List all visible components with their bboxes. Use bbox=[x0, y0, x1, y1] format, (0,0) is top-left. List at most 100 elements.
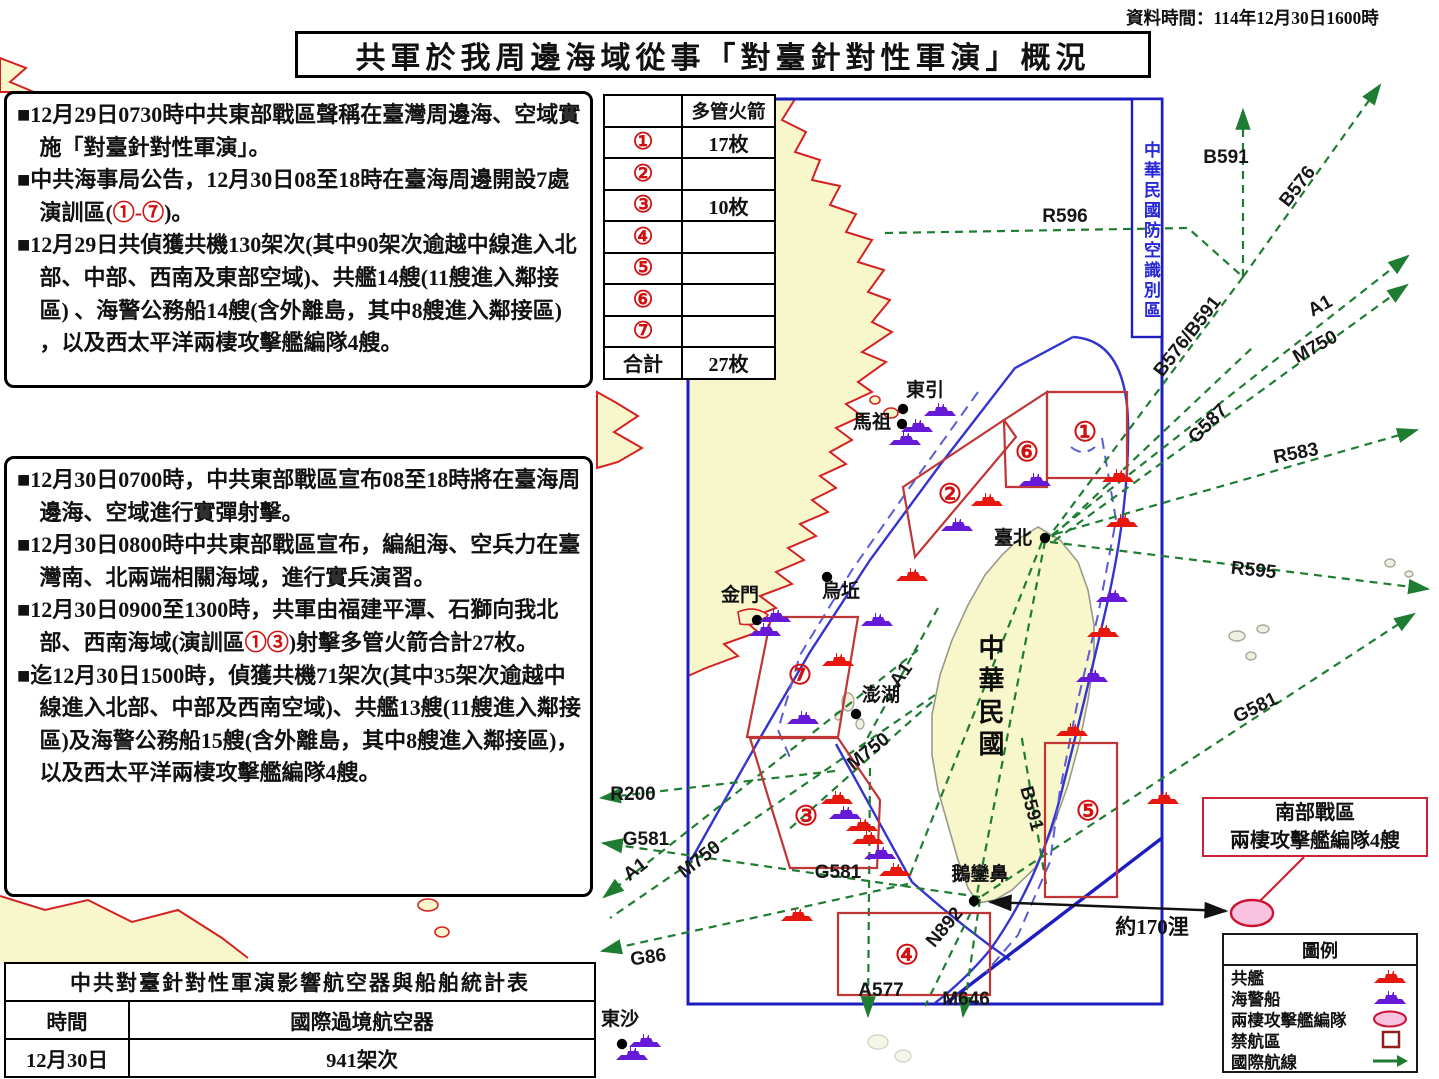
exercise-zone bbox=[901, 418, 1018, 560]
zone-cell: ④ bbox=[603, 220, 683, 254]
coast-guard-ship-icon bbox=[924, 403, 956, 416]
adiz-label: 中華民國防空識別區 bbox=[1141, 141, 1160, 321]
place-dot bbox=[897, 403, 909, 415]
callout-line-1: 南部戰區 bbox=[1275, 802, 1355, 824]
airway-label-g581-e: G581 bbox=[1230, 688, 1281, 727]
impact-statistics-table: 中共對臺針對性軍演影響航空器與船舶統計表 時間 國際過境航空器 12月30日 9… bbox=[4, 962, 596, 1078]
taiwan-country-label: 中華民國 bbox=[975, 634, 1004, 762]
text-segment: ①③ bbox=[244, 629, 289, 655]
place-label: 金門 bbox=[720, 583, 759, 606]
no-sail-zone-icon bbox=[1381, 1030, 1401, 1048]
col-header bbox=[603, 94, 683, 128]
south-theater-callout: 南部戰區 兩棲攻擊艦編隊4艘 bbox=[1202, 797, 1428, 857]
place-label: 馬祖 bbox=[853, 410, 891, 433]
callout-line-2: 兩棲攻擊艦編隊4艘 bbox=[1230, 830, 1400, 852]
airway-line-n892 bbox=[924, 899, 978, 1007]
islet bbox=[869, 395, 881, 405]
legend-label: 海警船 bbox=[1231, 989, 1281, 1009]
airway-line-m750-central bbox=[785, 701, 933, 833]
value-cell: 17枚 bbox=[681, 125, 776, 159]
airway-label-m750-ne: M750 bbox=[1289, 326, 1341, 367]
matsu-islet bbox=[883, 407, 899, 419]
airway-label-g581-s: G581 bbox=[815, 862, 862, 883]
text-segment: ■12月29日0730時中共東部戰區聲稱在臺灣周邊海、空域實施「對臺針對性軍演」… bbox=[17, 102, 581, 160]
exercise-zone-number: ⑤ bbox=[1076, 796, 1100, 826]
table-row: ⑦ bbox=[603, 314, 776, 348]
legend-label: 共艦 bbox=[1231, 968, 1264, 988]
coast-guard-ship-icon bbox=[889, 432, 921, 445]
airway-label-n892: N892 bbox=[922, 903, 967, 951]
table-header-row: 時間 國際過境航空器 bbox=[4, 1000, 596, 1040]
airway-label-r200: R200 bbox=[610, 784, 655, 805]
page-title: 共軍於我周邊海域從事「對臺針對性軍演」概況 bbox=[295, 31, 1151, 78]
airway-line-cross-island-2 bbox=[906, 541, 1044, 881]
other-islands bbox=[834, 558, 1414, 1063]
value-cell: 10枚 bbox=[681, 188, 776, 222]
shoal bbox=[867, 1034, 889, 1050]
islet bbox=[1404, 570, 1414, 578]
distance-annotation: 約170浬 bbox=[987, 856, 1305, 939]
table-row: ⑥ bbox=[603, 283, 776, 317]
coastline-bottom bbox=[0, 895, 249, 959]
col-header-time: 時間 bbox=[4, 1000, 130, 1040]
coast-guard-ship-icon bbox=[829, 806, 861, 819]
international-route-icon bbox=[1373, 1054, 1408, 1067]
airway-line-r583 bbox=[1054, 428, 1420, 536]
text-segment: ■迄12月30日1500時，偵獲共機71架次(其中35架次逾越中線進入北部、中部… bbox=[17, 662, 581, 786]
map-legend: 圖例 共艦 海警船 兩棲攻擊艦編隊 禁航區 國際航線 bbox=[1222, 933, 1418, 1073]
text-segment: ■12月29日共偵獲共機130架次(其中90架次逾越中線進入北部、中部、西南及東… bbox=[17, 232, 577, 356]
shoal bbox=[894, 1049, 912, 1063]
coast-guard-ship-icon bbox=[787, 711, 819, 724]
bullet-item: ■12月29日共偵獲共機130架次(其中90架次逾越中線進入北部、中部、西南及東… bbox=[17, 229, 582, 359]
count-cell: 941架次 bbox=[128, 1038, 596, 1078]
place-label: 鵝鑾鼻 bbox=[951, 862, 1008, 885]
legend-item: 海警船 bbox=[1224, 987, 1416, 1009]
distance-arrow bbox=[987, 894, 1229, 919]
airway-label-g581-w: G581 bbox=[623, 829, 670, 850]
text-segment: ■12月30日0800時中共東部戰區宣布，編組海、空兵力在臺灣南、北兩端相關海域… bbox=[17, 532, 581, 590]
text-segment: ■12月30日0900至1300時，共軍由福建平潭、石獅向我北部、西南海域(演訓… bbox=[17, 597, 559, 655]
table-row: 12月30日 941架次 bbox=[4, 1038, 596, 1078]
table-row: ① 17枚 bbox=[603, 125, 776, 159]
boundary-diagonal bbox=[943, 836, 1164, 1006]
pla-navy-ship-icon bbox=[971, 493, 1003, 506]
place-dot bbox=[1039, 532, 1051, 544]
place-dot bbox=[751, 614, 763, 626]
col-header: 多管火箭 bbox=[681, 94, 776, 128]
table-total-row: 合計 27枚 bbox=[603, 346, 776, 380]
data-timestamp: 資料時間：114年12月30日1600時 bbox=[1126, 8, 1379, 28]
exercise-zone-number: ⑦ bbox=[788, 660, 812, 690]
zone-cell: ① bbox=[603, 125, 683, 159]
text-segment: ①-⑦ bbox=[112, 199, 165, 225]
value-cell bbox=[681, 314, 776, 348]
airway-line-cross-island-1 bbox=[975, 540, 1047, 895]
airway-line-m750-ne bbox=[1053, 283, 1409, 542]
exercise-zone bbox=[1002, 389, 1049, 489]
zone-cell: ③ bbox=[603, 188, 683, 222]
bullet-item: ■中共海事局公告，12月30日08至18時在臺海周邊開設7處演訓區(①-⑦)。 bbox=[17, 164, 582, 229]
airway-line-b576-b591 bbox=[1047, 276, 1244, 539]
exercise-zone bbox=[745, 615, 860, 739]
airway-label-b576: B576 bbox=[1275, 162, 1320, 211]
penghu-islet bbox=[855, 718, 865, 730]
total-value-cell: 27枚 bbox=[681, 346, 776, 380]
bullet-item: ■12月29日0730時中共東部戰區聲稱在臺灣周邊海、空域實施「對臺針對性軍演」… bbox=[17, 99, 582, 164]
airway-line-b576 bbox=[1242, 83, 1382, 278]
legend-item: 禁航區 bbox=[1224, 1029, 1416, 1051]
dashed-line-west bbox=[776, 391, 979, 763]
legend-item: 國際航線 bbox=[1224, 1050, 1416, 1072]
amphibious-fleet-icon bbox=[1229, 898, 1275, 928]
pla-navy-ship-icon bbox=[846, 818, 878, 831]
airway-label-g86: G86 bbox=[629, 945, 667, 971]
airway-line-b591-south bbox=[1019, 732, 1048, 885]
zone-cell: ⑦ bbox=[603, 314, 683, 348]
navy-ship-icon bbox=[1371, 969, 1409, 984]
airway-label-b591: B591 bbox=[1203, 147, 1249, 168]
rocket-count-table: 多管火箭 ① 17枚 ② ③ 10枚 ④ ⑤ ⑥ ⑦ 合計 27枚 bbox=[603, 94, 776, 380]
coast-strip-mid bbox=[596, 390, 644, 470]
bullet-item: ■12月30日0800時中共東部戰區宣布，編組海、空兵力在臺灣南、北兩端相關海域… bbox=[17, 529, 582, 594]
table-header-row: 多管火箭 bbox=[603, 94, 776, 128]
text-segment: )。 bbox=[164, 199, 194, 225]
